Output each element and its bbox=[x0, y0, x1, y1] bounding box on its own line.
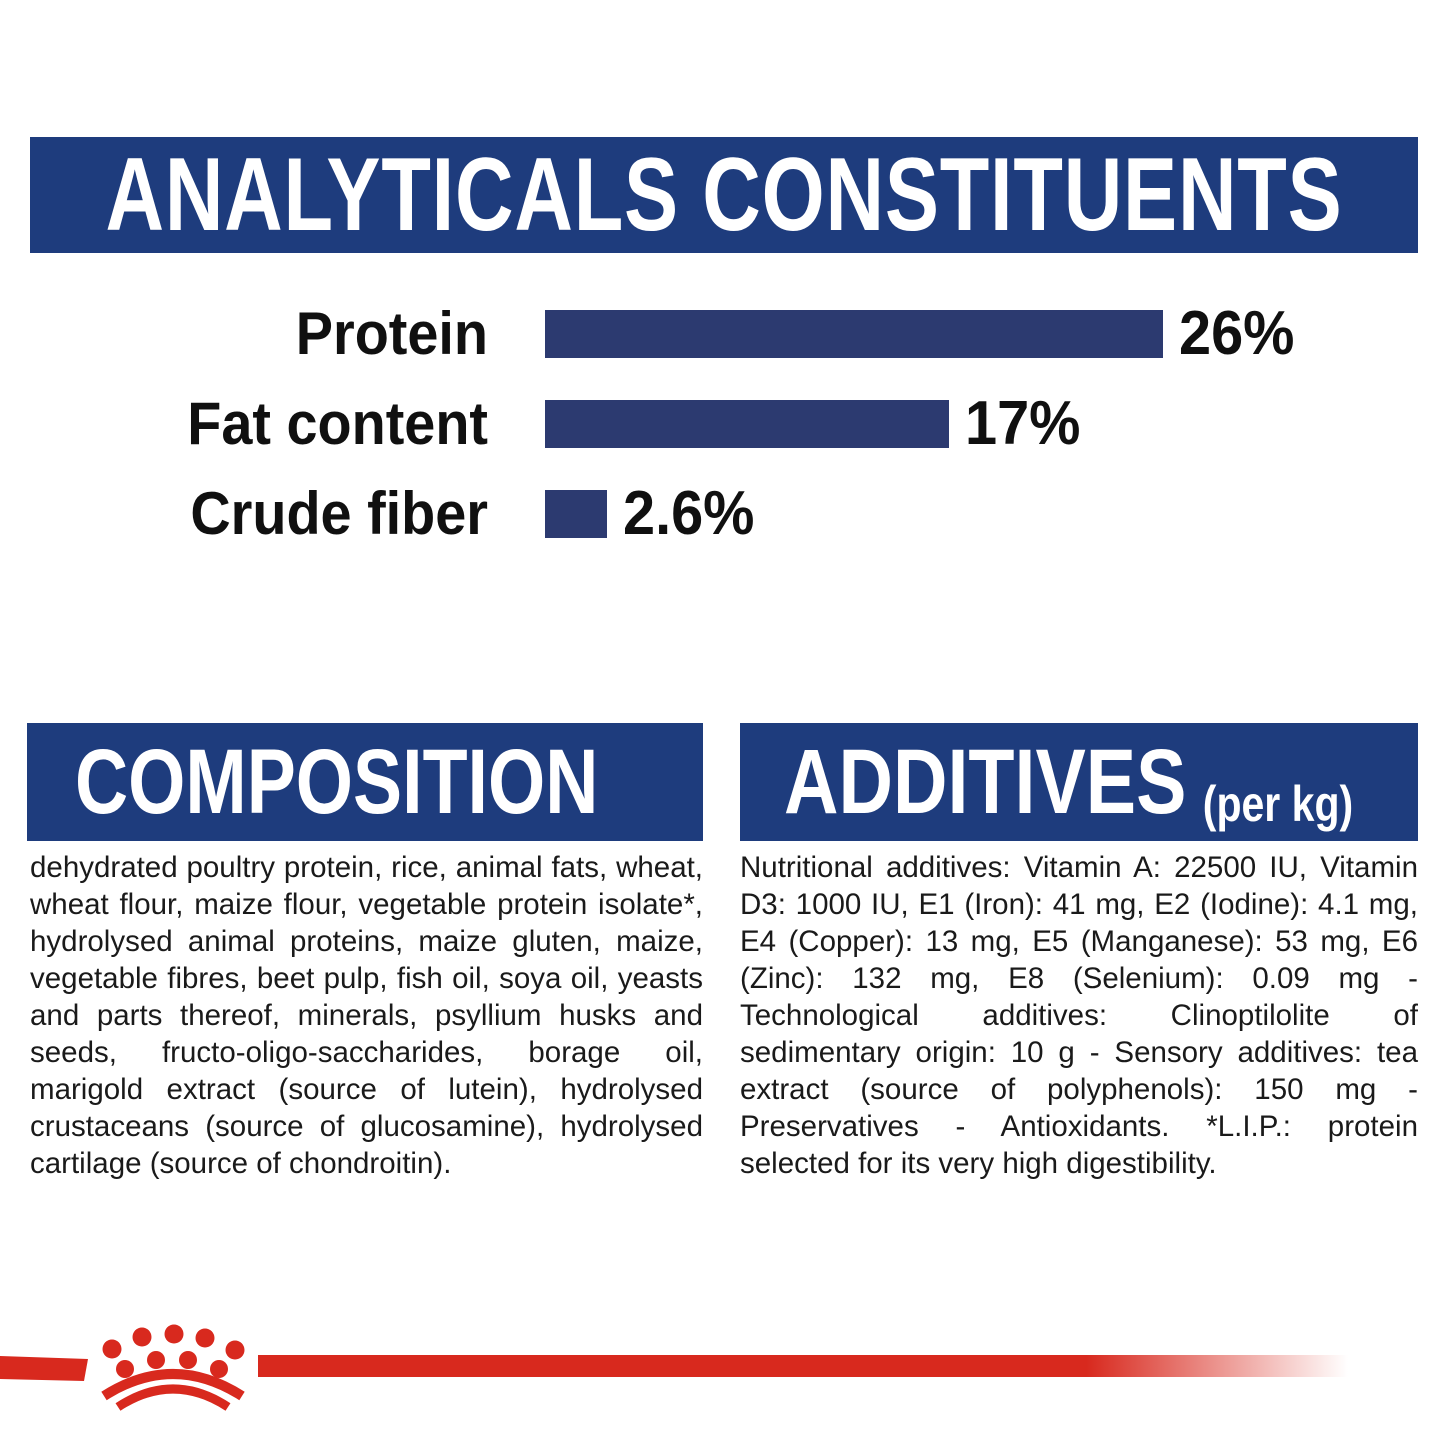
composition-header-bar: COMPOSITION bbox=[27, 723, 703, 841]
analyticals-title: ANALYTICALS CONSTITUENTS bbox=[105, 137, 1343, 253]
chart-bar bbox=[545, 310, 1163, 358]
analyticals-header-bar: ANALYTICALS CONSTITUENTS bbox=[30, 137, 1418, 253]
additives-body-text: Nutritional additives: Vitamin A: 22500 … bbox=[740, 851, 1418, 1180]
royal-canin-crown-icon bbox=[101, 1324, 245, 1411]
chart-bar bbox=[545, 400, 949, 448]
chart-row-protein: Protein 26% bbox=[0, 299, 1303, 368]
brand-footer-strip bbox=[0, 1324, 1348, 1411]
brand-line-right bbox=[258, 1355, 1348, 1377]
chart-row-fat-content: Fat content 17% bbox=[0, 389, 1089, 458]
composition-title: COMPOSITION bbox=[75, 731, 599, 833]
brand-line-left bbox=[0, 1356, 88, 1381]
additives-unit-note: (per kg) bbox=[1202, 776, 1354, 832]
chart-category-label: Protein bbox=[295, 300, 488, 367]
chart-category-label: Crude fiber bbox=[190, 480, 488, 547]
chart-bar bbox=[545, 490, 607, 538]
chart-value-label: 26% bbox=[1179, 299, 1295, 368]
chart-row-crude-fiber: Crude fiber 2.6% bbox=[0, 479, 764, 548]
additives-title: ADDITIVES bbox=[784, 731, 1187, 833]
additives-title-group: ADDITIVES (per kg) bbox=[784, 731, 1354, 833]
chart-value-label: 17% bbox=[965, 389, 1081, 458]
chart-category-label: Fat content bbox=[187, 390, 488, 457]
composition-body-text: dehydrated poultry protein, rice, animal… bbox=[30, 851, 703, 1180]
chart-value-label: 2.6% bbox=[623, 479, 755, 548]
additives-header-bar: ADDITIVES (per kg) bbox=[740, 723, 1418, 841]
